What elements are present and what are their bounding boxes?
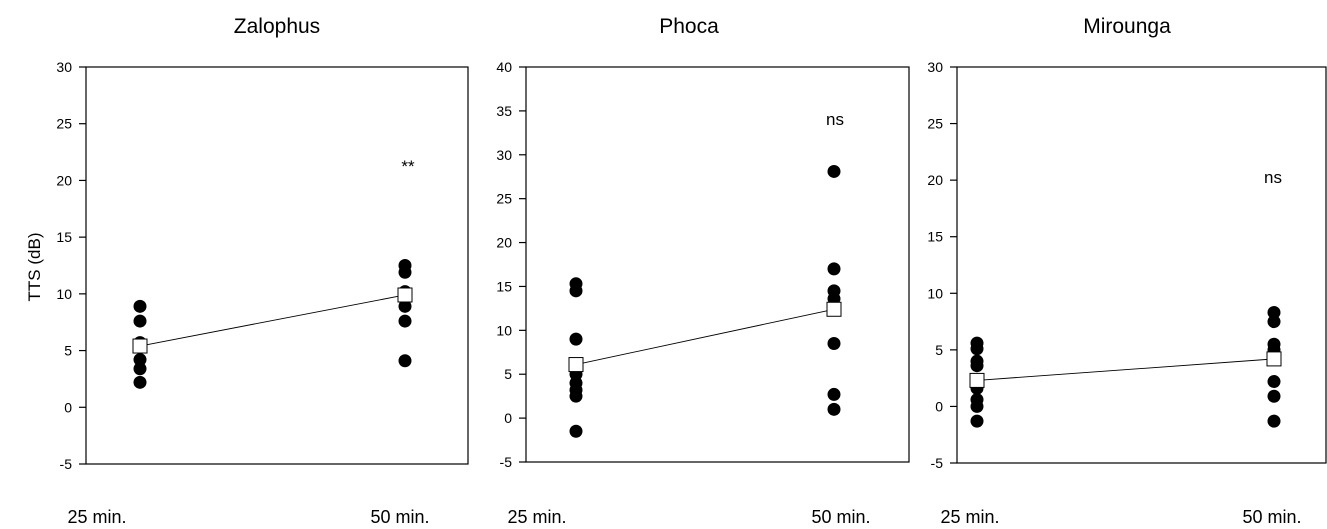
y-tick-label: 0 xyxy=(64,399,72,415)
y-tick-label: 10 xyxy=(56,286,72,302)
data-point xyxy=(970,414,984,428)
data-point xyxy=(1267,389,1281,403)
data-point xyxy=(1267,315,1281,329)
plot-frame xyxy=(956,66,1327,464)
data-point xyxy=(569,284,583,298)
y-axis-label: TTS (dB) xyxy=(25,233,44,302)
data-point xyxy=(133,299,147,313)
panel-mirounga: Mirounga ns 25 min. 50 min. -5 0 5 10 15 20 25… xyxy=(927,15,1327,527)
y-tick-label: 5 xyxy=(64,343,72,359)
significance-annotation: ns xyxy=(1264,168,1282,187)
data-point xyxy=(569,332,583,346)
panel-phoca: Phoca ns 25 min. 50 min. -5 0 5 10 15 20 25 30 3… xyxy=(496,15,910,527)
data-point xyxy=(569,389,583,403)
data-point xyxy=(970,359,984,373)
y-tick-label: 15 xyxy=(496,278,512,294)
x-category-label: 50 min. xyxy=(1242,507,1301,527)
data-point xyxy=(398,265,412,279)
data-point xyxy=(133,314,147,328)
data-point xyxy=(970,342,984,356)
data-point xyxy=(1267,414,1281,428)
mean-marker xyxy=(826,301,842,317)
x-category-label: 25 min. xyxy=(940,507,999,527)
y-tick-label: -5 xyxy=(500,454,513,470)
data-point xyxy=(398,314,412,328)
y-tick-label: 25 xyxy=(496,191,512,207)
x-category-label: 50 min. xyxy=(370,507,429,527)
y-tick-label: 5 xyxy=(504,366,512,382)
plot-frame xyxy=(525,66,910,463)
y-tick-label: 25 xyxy=(56,116,72,132)
data-point xyxy=(827,262,841,276)
data-point xyxy=(827,402,841,416)
mean-marker xyxy=(132,338,148,354)
significance-annotation: ns xyxy=(826,110,844,129)
data-point xyxy=(133,353,147,367)
y-tick-label: 15 xyxy=(927,229,943,245)
panel-zalophus: Zalophus TTS (dB) ** 25 min. 50 min. -5 0… xyxy=(25,15,469,527)
y-tick-label: 30 xyxy=(56,59,72,75)
y-tick-label: 10 xyxy=(496,322,512,338)
mean-marker xyxy=(969,372,985,388)
y-tick-label: 10 xyxy=(927,285,943,301)
x-category-label: 25 min. xyxy=(507,507,566,527)
data-point xyxy=(398,299,412,313)
y-tick-label: -5 xyxy=(931,455,944,471)
mean-line xyxy=(139,294,406,347)
data-point xyxy=(827,164,841,178)
y-tick-label: 20 xyxy=(56,172,72,188)
y-tick-label: 30 xyxy=(927,59,943,75)
y-tick-label: 35 xyxy=(496,103,512,119)
data-point xyxy=(1267,375,1281,389)
data-point xyxy=(827,387,841,401)
y-tick-label: 20 xyxy=(927,172,943,188)
chart-title: Phoca xyxy=(659,15,719,38)
plot-frame xyxy=(85,66,469,465)
data-point xyxy=(1267,306,1281,320)
x-category-label: 25 min. xyxy=(67,507,126,527)
y-tick-label: 20 xyxy=(496,235,512,251)
data-point xyxy=(569,424,583,438)
y-tick-label: 15 xyxy=(56,229,72,245)
data-point xyxy=(133,375,147,389)
significance-annotation: ** xyxy=(401,157,415,176)
y-tick-label: -5 xyxy=(60,456,73,472)
data-point xyxy=(970,399,984,413)
mean-line xyxy=(575,308,835,366)
y-tick-label: 30 xyxy=(496,147,512,163)
y-tick-label: 40 xyxy=(496,59,512,75)
mean-marker xyxy=(568,357,584,373)
y-tick-label: 0 xyxy=(504,410,512,426)
chart-title: Zalophus xyxy=(234,15,320,38)
y-tick-label: 25 xyxy=(927,116,943,132)
x-category-label: 50 min. xyxy=(811,507,870,527)
data-point xyxy=(827,337,841,350)
mean-marker xyxy=(397,287,413,303)
y-tick-label: 0 xyxy=(935,398,943,414)
data-point xyxy=(398,354,412,368)
y-tick-label: 5 xyxy=(935,342,943,358)
data-point xyxy=(133,362,147,376)
mean-marker xyxy=(1266,351,1282,367)
mean-line xyxy=(976,358,1275,381)
chart-title: Mirounga xyxy=(1083,15,1171,38)
